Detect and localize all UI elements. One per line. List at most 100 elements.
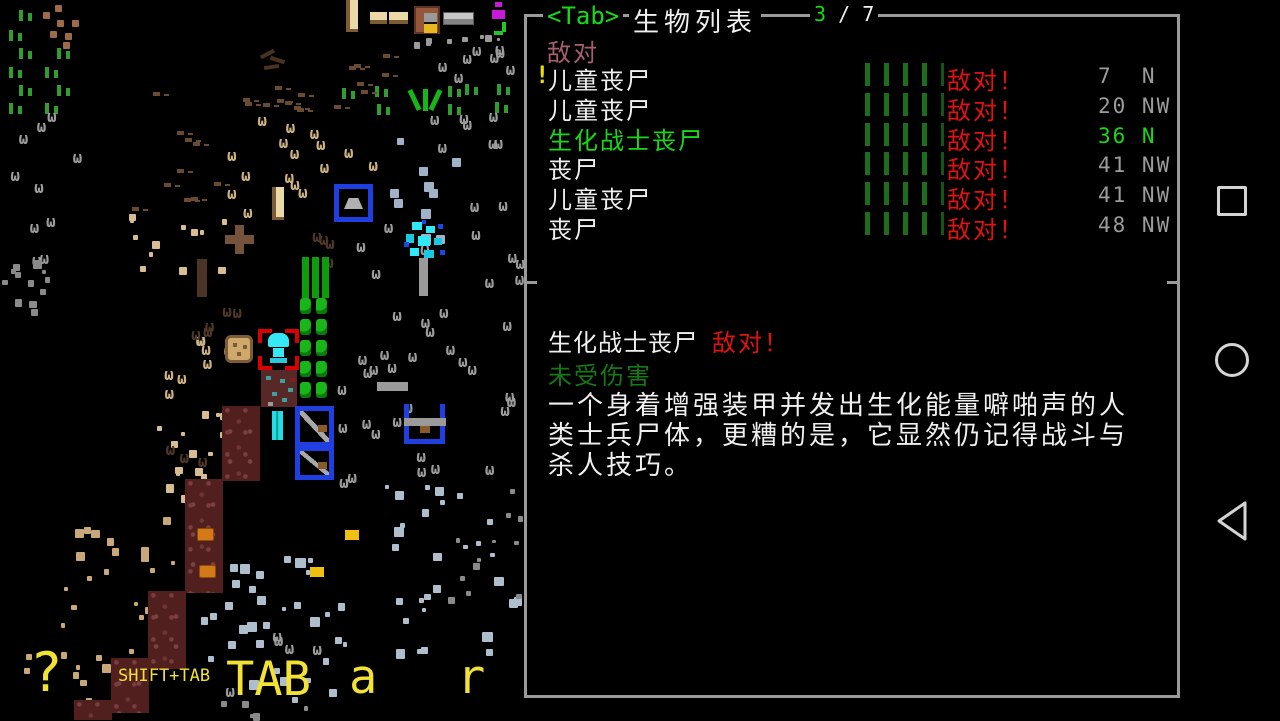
creature-name: 儿童丧尸 [548, 67, 652, 95]
grass-tuft [56, 83, 72, 96]
orange-tile [197, 528, 214, 541]
hp-bar [903, 63, 908, 86]
cracked-tile [261, 370, 297, 407]
hp-bar [922, 182, 927, 206]
energy-sparkle [412, 222, 422, 230]
dirt-dot [43, 12, 50, 19]
debris-dot [516, 593, 522, 600]
rubble-mark: ω [225, 682, 236, 702]
debris-dot [397, 137, 405, 145]
hp-bars [865, 152, 958, 176]
creature-row[interactable]: 儿童丧尸 敌对！ 41 NW [527, 179, 1177, 214]
dirt-dash [382, 53, 390, 58]
door-tile [414, 6, 440, 34]
rubble-mark: ω [357, 349, 368, 369]
back-button[interactable] [1215, 500, 1249, 545]
rubble-mark: ω [515, 253, 526, 273]
energy-sparkle [410, 248, 419, 256]
grass-tuft [18, 8, 34, 21]
rubble-mark: ω [471, 225, 481, 245]
key-tab-button[interactable]: TAB [226, 652, 311, 707]
rubble-mark: ω [459, 109, 469, 129]
key-a-button[interactable]: a [349, 650, 378, 705]
plant-tile [407, 84, 443, 112]
rubble-mark: ω [498, 195, 508, 215]
energy-sparkle [418, 236, 430, 246]
debris-dot [60, 623, 66, 629]
tree-tile [225, 225, 254, 254]
debris-dot [295, 557, 306, 568]
rubble-mark: ω [309, 123, 320, 143]
hp-bar [865, 92, 870, 116]
debris-dot [149, 252, 154, 257]
grass-tuft [496, 82, 512, 95]
bush-tile [300, 340, 311, 356]
key-r-button[interactable]: r [457, 650, 486, 705]
debris-dot [440, 499, 446, 506]
debris-dot [496, 37, 501, 42]
dirt-dot [72, 20, 79, 27]
wall-tile [185, 479, 223, 593]
list-counter-current: 3 [814, 2, 827, 26]
debris-dot [489, 552, 495, 558]
debris-dot [482, 631, 493, 643]
bush-tile [300, 361, 311, 377]
wall-tile [74, 700, 112, 720]
hp-bars [865, 92, 958, 117]
creature-row[interactable]: ! 儿童丧尸 敌对！ 7 N [527, 60, 1177, 95]
hp-bar [865, 212, 870, 235]
rubble-mark: ω [289, 144, 300, 164]
debris-dot [33, 260, 42, 270]
dirt-dash [262, 103, 270, 108]
yellowitem-tile [310, 567, 324, 577]
debris-dot [26, 653, 33, 661]
creature-row[interactable]: 丧尸 敌对！ 41 NW [527, 149, 1177, 184]
recents-button[interactable] [1217, 186, 1247, 216]
debris-dot [200, 474, 207, 481]
rubble-mark: ω [222, 301, 232, 321]
dirt-dash [357, 82, 365, 87]
hp-bars [865, 182, 958, 206]
dirt-dash [177, 130, 185, 135]
rubble-mark: ω [273, 631, 284, 651]
debris-dot [75, 529, 84, 538]
detail-health: 未受伤害 [548, 362, 652, 390]
rubble-mark: ω [514, 269, 525, 289]
debris-dot [156, 426, 162, 432]
creature-name: 儿童丧尸 [548, 96, 652, 125]
debris-dot [14, 299, 23, 307]
dirt-dash [245, 101, 252, 106]
debris-dot [64, 587, 68, 591]
home-button[interactable] [1215, 343, 1249, 377]
rubble-mark: ω [507, 248, 518, 268]
rubble-mark: ω [243, 203, 253, 222]
wall-tile [111, 658, 149, 713]
rubble-mark: ω [420, 242, 430, 258]
triangle-icon [1217, 501, 1247, 541]
debris-dot [485, 648, 494, 657]
hp-bars [865, 212, 958, 236]
hp-bar [903, 182, 908, 206]
rubble-mark: ω [325, 234, 335, 254]
hp-bar [941, 122, 944, 146]
key-help-button[interactable]: ? [30, 641, 63, 704]
graybar-tile [404, 418, 446, 426]
key-shift-tab-button[interactable]: SHIFT+TAB [118, 666, 211, 686]
creature-row[interactable]: 儿童丧尸 敌对！ 20 NW [527, 90, 1177, 125]
distance-label: 41 NW [1098, 153, 1172, 178]
hp-bar [903, 122, 908, 146]
debris-dot [476, 540, 482, 546]
rubble-mark: ω [257, 111, 267, 131]
debris-dot [175, 466, 183, 475]
creature-row[interactable]: 生化战士丧尸 敌对！ 36 N [527, 120, 1177, 155]
debris-dot [281, 606, 286, 611]
debris-dot [472, 563, 480, 571]
creature-row[interactable]: 丧尸 敌对！ 48 NW [527, 209, 1177, 244]
distance-label: 20 NW [1098, 93, 1172, 118]
debris-dot [476, 558, 481, 563]
debris-dot [457, 493, 463, 499]
rubble-mark: ω [362, 362, 373, 382]
hp-bar [884, 152, 889, 176]
energy-sparkle [438, 224, 443, 229]
